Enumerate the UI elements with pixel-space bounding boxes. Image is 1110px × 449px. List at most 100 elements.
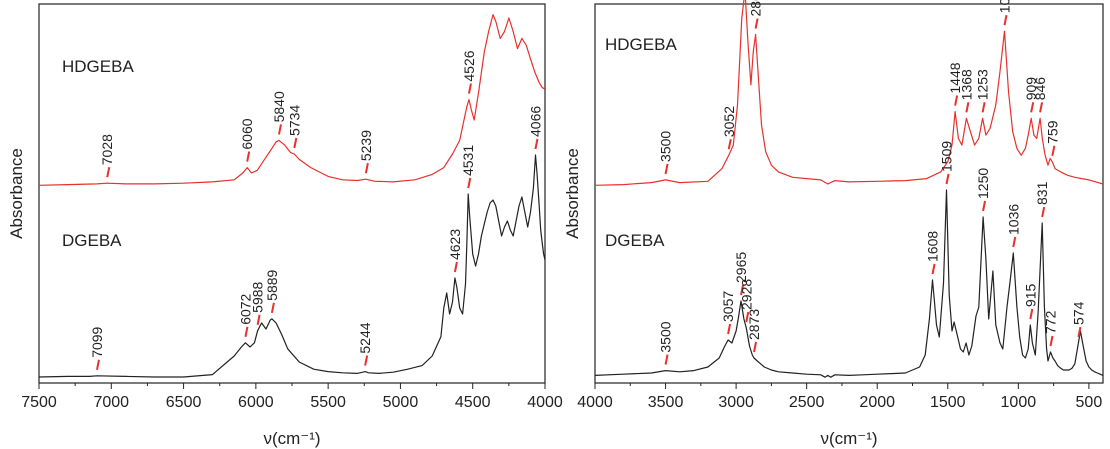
x-tick-label: 4500 [455, 394, 491, 411]
peak-label: 909 [1023, 77, 1039, 101]
peak-marker [1041, 206, 1046, 218]
peak-label: 5239 [358, 130, 374, 161]
x-tick-label: 6000 [238, 394, 274, 411]
peak-label: 4623 [447, 229, 463, 260]
peak-label: 1509 [939, 141, 955, 172]
peak-marker [364, 162, 369, 174]
peak-marker [753, 341, 758, 353]
peak-marker [1077, 326, 1082, 338]
x-tick-label: 2500 [789, 394, 825, 411]
peak-marker [965, 102, 970, 113]
peak-marker [1012, 236, 1017, 248]
series-name-dgeba: DGEBA [62, 231, 122, 250]
peak-label: 7028 [99, 134, 115, 165]
peak-marker [745, 311, 750, 323]
x-axis-title: ν(cm⁻¹) [263, 429, 320, 448]
series-line-dgeba [38, 154, 546, 378]
peak-marker [981, 102, 986, 113]
x-tick-label: 2000 [859, 394, 895, 411]
series-line-hdgeba [594, 0, 1104, 186]
x-tick-label: 7500 [21, 394, 57, 411]
peak-marker [453, 261, 458, 273]
peak-label: 1250 [975, 168, 991, 199]
series-name-hdgeba: HDGEBA [62, 57, 134, 76]
peak-marker [467, 83, 472, 94]
peak-marker [364, 355, 369, 366]
x-tick-label: 4000 [527, 394, 563, 411]
peak-label: 2862 [748, 0, 764, 17]
peak-label: 6072 [237, 293, 253, 324]
peak-label: 574 [1070, 301, 1086, 325]
peak-marker [754, 18, 759, 29]
peak-label: 5244 [357, 322, 373, 353]
peak-label: 5734 [286, 105, 302, 136]
peak-label: 1253 [975, 69, 991, 100]
peak-marker [727, 138, 732, 150]
peak-marker [727, 323, 732, 335]
peak-label: 846 [1032, 77, 1048, 101]
peak-label: 915 [1022, 283, 1038, 307]
x-tick-label: 5500 [310, 394, 346, 411]
peak-marker [1003, 15, 1008, 26]
peak-label: 3052 [721, 106, 737, 137]
y-axis-title: Absorbance [7, 148, 26, 239]
peak-marker [1029, 308, 1034, 320]
peak-marker [982, 200, 987, 212]
peak-marker [246, 151, 251, 162]
series-name-hdgeba: HDGEBA [605, 35, 677, 54]
peak-marker [95, 359, 100, 370]
peak-label: 7099 [89, 326, 105, 357]
peak-label: 1098 [997, 0, 1013, 13]
x-tick-label: 7000 [93, 394, 129, 411]
peak-marker [1051, 145, 1056, 157]
peak-marker [954, 95, 959, 106]
peak-label: 5988 [250, 281, 266, 312]
peak-marker [664, 163, 669, 175]
series-line-hdgeba [38, 14, 546, 186]
peak-marker [467, 177, 472, 189]
peak-marker [945, 173, 950, 185]
series-name-dgeba: DGEBA [605, 231, 665, 250]
peak-marker [278, 124, 282, 135]
x-tick-label: 5000 [383, 394, 419, 411]
peak-label: 1368 [958, 69, 974, 100]
peak-marker [293, 137, 298, 149]
x-tick-label: 6500 [166, 394, 202, 411]
peak-label: 5840 [271, 91, 287, 122]
peak-marker [1039, 102, 1044, 113]
peak-label: 4066 [527, 106, 543, 137]
peak-label: 6060 [239, 118, 255, 149]
peak-marker [256, 314, 261, 325]
x-tick-label: 4000 [577, 394, 613, 411]
mir-spectrum-panel: 4000 3500 3000 2500 2000 1500 1000 500 ν(cm⁻¹) Ab… [563, 0, 1104, 448]
x-tick-label: 1000 [1001, 394, 1037, 411]
x-tick-label: 1500 [930, 394, 966, 411]
peak-label: 3500 [658, 321, 674, 352]
peak-marker [740, 284, 745, 296]
x-axis-title: ν(cm⁻¹) [820, 429, 877, 448]
peak-label: 772 [1043, 310, 1059, 334]
peak-marker [664, 354, 669, 365]
x-tick-label: 3500 [648, 394, 684, 411]
peak-label: 1608 [925, 231, 941, 262]
series-line-dgeba [594, 189, 1104, 378]
peak-marker [270, 302, 275, 313]
peak-label: 2928 [738, 279, 754, 310]
peak-marker [244, 326, 249, 337]
peak-marker [1030, 102, 1035, 113]
peak-marker [931, 263, 936, 275]
x-tick-label: 3000 [718, 394, 754, 411]
peak-label: 1036 [1005, 204, 1021, 235]
x-tick-label: 500 [1076, 394, 1103, 411]
peak-label: 5889 [264, 269, 280, 300]
peak-label: 4531 [460, 145, 476, 176]
peak-label: 3057 [720, 291, 736, 322]
peak-marker [1049, 335, 1054, 347]
peak-label: 1448 [947, 62, 963, 93]
peak-label: 759 [1044, 120, 1060, 144]
peak-label: 2965 [733, 252, 749, 283]
peak-label: 3500 [658, 131, 674, 162]
peak-label: 4526 [461, 50, 477, 81]
peak-marker [534, 138, 539, 150]
